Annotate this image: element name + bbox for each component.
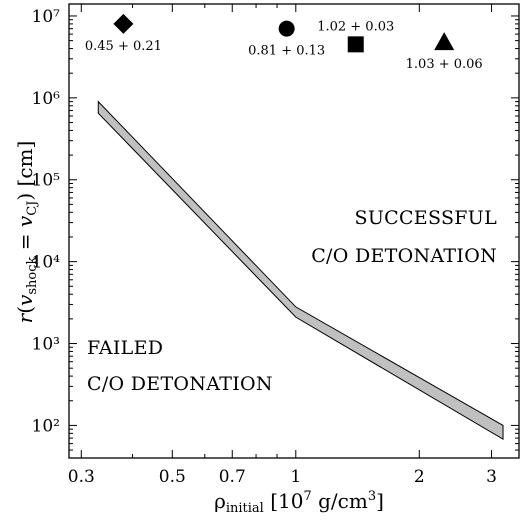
x-axis-label: ρinitial [107 g/cm3] [214,489,384,516]
marker-label: 0.81 + 0.13 [248,44,325,59]
annotation-failed-line-2: C/O DETONATION [87,373,273,395]
band-area [97,100,504,441]
y-tick-label: 10⁵ [32,171,61,191]
x-tick-label: 2 [414,467,425,487]
annotation-successful-detonation: SUCCESSFUL C/O DETONATION [311,207,497,267]
x-tick-label: 0.3 [68,467,95,487]
y-tick-label: 10³ [32,335,60,355]
annotation-failed-detonation: FAILED C/O DETONATION [87,337,273,395]
x-tick-label: 3 [486,467,497,487]
x-tick-label: 0.7 [219,467,246,487]
plot-frame [68,3,520,459]
square-marker [347,36,364,53]
y-tick-label: 10⁷ [32,7,61,27]
y-axis-label: r(vshock = vCJ) [cm] [13,141,40,324]
annotation-successful-line-2: C/O DETONATION [311,245,497,267]
y-tick-label: 10⁴ [32,253,61,273]
plot-layer: 0.3 0.5 0.7 1 2 3 10² 10³ 10⁴ 10⁵ 10⁶ 10⁷ 0.45 + 0.2… [32,3,520,487]
annotation-failed-line-1: FAILED [87,337,163,359]
circle-marker [278,20,295,37]
x-tick-label: 1 [290,467,301,487]
x-tick-label: 0.5 [159,467,186,487]
marker-label: 0.45 + 0.21 [85,39,162,54]
triangle-marker [434,32,455,51]
annotation-successful-line-1: SUCCESSFUL [355,207,498,229]
y-tick-label: 10² [32,416,60,436]
diamond-marker [113,13,134,34]
y-tick-label: 10⁶ [32,89,61,109]
marker-label: 1.02 + 0.03 [317,19,394,34]
marker-label: 1.03 + 0.06 [406,57,483,72]
